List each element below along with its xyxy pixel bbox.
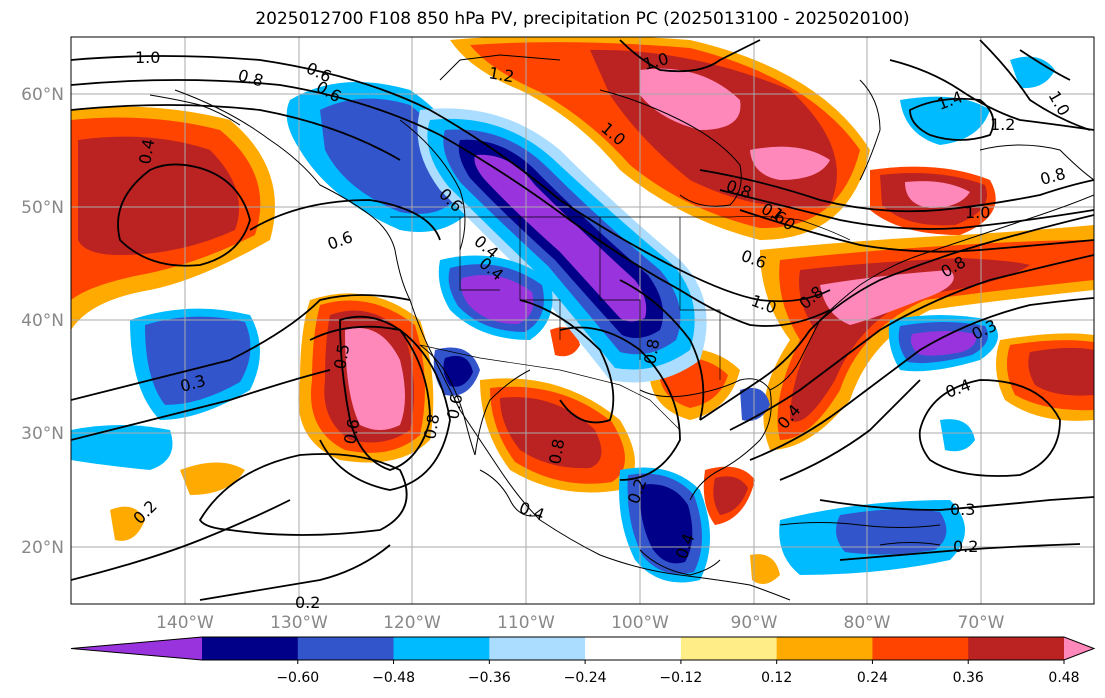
colorbar-segment (872, 637, 969, 660)
lon-label-90w: 90°W (731, 613, 778, 633)
precipitation-shading (71, 37, 1094, 584)
colorbar-tick-label: −0.12 (659, 670, 702, 686)
contour-label: 0.6 (443, 392, 466, 420)
lon-label-100w: 100°W (611, 613, 669, 633)
contour-label: 0.5 (330, 342, 353, 370)
colorbar-segment (680, 637, 778, 660)
lon-label-130w: 130°W (270, 613, 328, 633)
lat-label-40n: 40°N (21, 311, 64, 331)
colorbar-tick-label: −0.24 (564, 670, 607, 686)
graticule (71, 37, 1094, 604)
lat-label-30n: 30°N (21, 424, 64, 444)
colorbar-segment (297, 637, 395, 660)
colorbar-tick-label: −0.60 (276, 670, 319, 686)
longitude-axis: 140°W 130°W 120°W 110°W 100°W 90°W 80°W … (156, 613, 1005, 633)
colorbar-segment (393, 637, 490, 660)
contour-label: 0.2 (295, 593, 320, 612)
contour-label: 0.2 (953, 537, 978, 556)
colorbar-segment (202, 637, 299, 660)
political-borders (390, 216, 851, 431)
contour-label: 1.0 (965, 203, 990, 222)
pv-contours (71, 39, 1094, 601)
colorbar-tick-label: −0.36 (468, 670, 511, 686)
contour-label: 1.0 (135, 48, 160, 67)
lon-label-110w: 110°W (497, 613, 555, 633)
colorbar: −0.60 −0.48 −0.36 −0.24 −0.12 0.12 0.24 0.36 0.4… (70, 636, 1096, 686)
contour-label: 1.2 (487, 63, 515, 86)
latitude-axis: 60°N 50°N 40°N 30°N 20°N (21, 85, 64, 558)
contour-label: 0.6 (340, 417, 363, 445)
colorbar-tick-label: 0.36 (953, 670, 984, 686)
lon-label-120w: 120°W (383, 613, 441, 633)
colorbar-tick-label: 0.48 (1048, 670, 1079, 686)
colorbar-arrow-high (1064, 637, 1094, 660)
colorbar-arrow-low (71, 637, 202, 660)
colorbar-tick-label: 0.24 (857, 670, 888, 686)
map-frame (70, 36, 1095, 605)
pv-contours-thin (399, 119, 721, 576)
contour-label: 0.8 (640, 337, 663, 365)
lon-label-80w: 80°W (844, 613, 891, 633)
colorbar-segment (585, 637, 682, 660)
contour-label: 0.8 (420, 412, 443, 440)
lon-label-70w: 70°W (958, 613, 1005, 633)
coastlines (149, 54, 1094, 601)
map-title: 2025012700 F108 850 hPa PV, precipitatio… (255, 9, 910, 29)
colorbar-segment (489, 637, 586, 660)
colorbar-outline (70, 636, 1096, 661)
lon-label-140w: 140°W (156, 613, 214, 633)
colorbar-tick-label: −0.48 (372, 670, 415, 686)
colorbar-tick-label: 0.12 (761, 670, 792, 686)
colorbar-segment (776, 637, 873, 660)
lat-label-60n: 60°N (21, 85, 64, 105)
contour-label: 1.2 (990, 115, 1015, 134)
lat-label-50n: 50°N (21, 198, 64, 218)
contour-label: 0.3 (950, 500, 975, 519)
colorbar-segment (968, 637, 1065, 660)
contour-label: 0.8 (545, 437, 568, 465)
lat-label-20n: 20°N (21, 538, 64, 558)
contour-label: 0.4 (135, 137, 158, 165)
